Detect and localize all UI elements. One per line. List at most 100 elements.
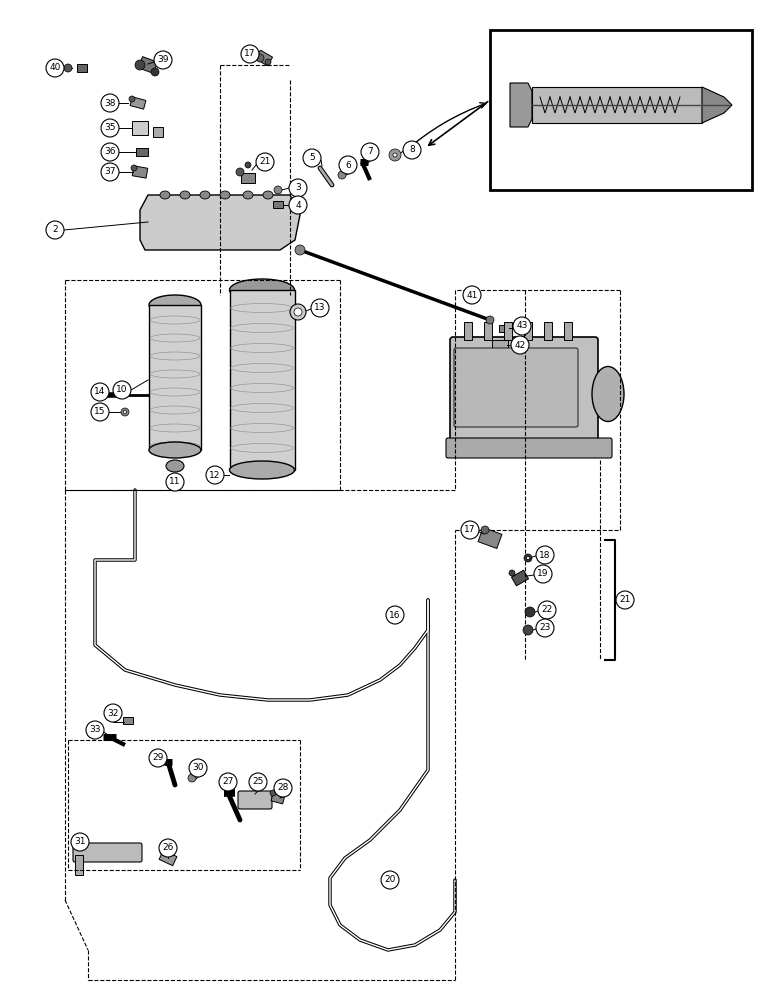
Circle shape <box>219 773 237 791</box>
Ellipse shape <box>180 191 190 199</box>
Circle shape <box>389 149 401 161</box>
Circle shape <box>289 179 307 197</box>
Circle shape <box>463 286 481 304</box>
Circle shape <box>403 141 421 159</box>
Text: 21: 21 <box>619 595 631 604</box>
Circle shape <box>104 704 122 722</box>
Circle shape <box>461 521 479 539</box>
Text: 16: 16 <box>389 610 401 619</box>
FancyBboxPatch shape <box>256 50 273 66</box>
FancyBboxPatch shape <box>450 337 598 451</box>
Ellipse shape <box>229 279 294 301</box>
Text: 33: 33 <box>90 726 101 734</box>
FancyBboxPatch shape <box>478 528 502 548</box>
Text: 10: 10 <box>117 385 127 394</box>
Text: 28: 28 <box>277 784 289 792</box>
Text: 4: 4 <box>295 200 301 210</box>
Text: 11: 11 <box>169 478 181 487</box>
FancyBboxPatch shape <box>123 716 133 724</box>
Circle shape <box>188 774 196 782</box>
Text: 2: 2 <box>52 226 58 234</box>
Text: 40: 40 <box>49 64 61 73</box>
Ellipse shape <box>263 191 273 199</box>
Circle shape <box>151 68 159 76</box>
Circle shape <box>91 403 109 421</box>
Text: 31: 31 <box>74 838 86 846</box>
Circle shape <box>149 749 167 767</box>
Circle shape <box>189 759 207 777</box>
Text: 17: 17 <box>464 526 476 534</box>
Text: 18: 18 <box>540 550 550 560</box>
Circle shape <box>486 316 494 324</box>
Circle shape <box>160 849 166 855</box>
Text: 43: 43 <box>516 322 528 330</box>
Text: 29: 29 <box>152 754 164 762</box>
Circle shape <box>538 601 556 619</box>
Circle shape <box>303 149 321 167</box>
FancyBboxPatch shape <box>230 290 295 470</box>
FancyBboxPatch shape <box>532 87 702 123</box>
Circle shape <box>274 186 282 194</box>
Circle shape <box>527 556 530 560</box>
FancyBboxPatch shape <box>454 348 578 427</box>
Text: 35: 35 <box>104 123 116 132</box>
FancyBboxPatch shape <box>271 792 285 804</box>
Text: 39: 39 <box>157 55 169 64</box>
FancyBboxPatch shape <box>544 322 552 340</box>
FancyBboxPatch shape <box>73 843 142 862</box>
Text: 37: 37 <box>104 167 116 176</box>
Circle shape <box>393 153 397 157</box>
Circle shape <box>536 619 554 637</box>
FancyBboxPatch shape <box>499 324 511 332</box>
Text: 12: 12 <box>209 471 221 480</box>
FancyBboxPatch shape <box>159 850 177 866</box>
Circle shape <box>245 162 251 168</box>
Circle shape <box>46 59 64 77</box>
Circle shape <box>524 554 532 562</box>
Circle shape <box>86 721 104 739</box>
Circle shape <box>129 96 135 102</box>
FancyBboxPatch shape <box>149 305 201 450</box>
Circle shape <box>481 526 489 534</box>
Circle shape <box>91 383 109 401</box>
FancyBboxPatch shape <box>273 200 283 208</box>
FancyBboxPatch shape <box>511 570 529 586</box>
Text: 3: 3 <box>295 184 301 192</box>
FancyBboxPatch shape <box>524 322 532 340</box>
FancyBboxPatch shape <box>77 64 87 72</box>
FancyBboxPatch shape <box>238 791 272 809</box>
Polygon shape <box>702 87 732 123</box>
FancyBboxPatch shape <box>132 166 147 178</box>
Text: 5: 5 <box>309 153 315 162</box>
Ellipse shape <box>149 442 201 458</box>
Circle shape <box>256 153 274 171</box>
Text: 20: 20 <box>384 876 396 884</box>
Circle shape <box>124 410 127 414</box>
Text: 26: 26 <box>162 844 174 852</box>
Text: 13: 13 <box>314 304 326 312</box>
Text: 15: 15 <box>94 408 106 416</box>
Circle shape <box>265 59 271 65</box>
Ellipse shape <box>243 191 253 199</box>
FancyBboxPatch shape <box>241 173 255 183</box>
Ellipse shape <box>200 191 210 199</box>
Circle shape <box>525 607 535 617</box>
Text: 19: 19 <box>537 570 549 578</box>
Circle shape <box>338 171 346 179</box>
FancyBboxPatch shape <box>132 121 148 135</box>
FancyBboxPatch shape <box>564 322 572 340</box>
FancyBboxPatch shape <box>75 855 83 875</box>
Circle shape <box>101 163 119 181</box>
Circle shape <box>270 790 276 796</box>
Circle shape <box>159 839 177 857</box>
Ellipse shape <box>160 191 170 199</box>
Circle shape <box>249 773 267 791</box>
Circle shape <box>536 546 554 564</box>
Ellipse shape <box>592 366 624 422</box>
Circle shape <box>256 54 264 62</box>
Circle shape <box>154 51 172 69</box>
Circle shape <box>289 196 307 214</box>
Circle shape <box>534 565 552 583</box>
FancyBboxPatch shape <box>490 30 752 190</box>
Circle shape <box>71 833 89 851</box>
